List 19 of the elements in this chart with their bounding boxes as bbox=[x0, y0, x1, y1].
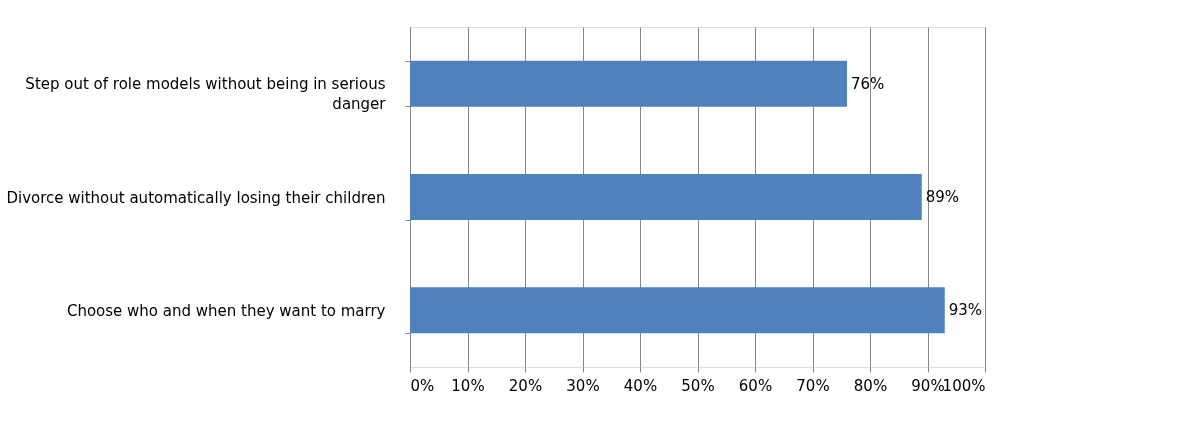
y-tick-label: Divorce without automatically losing their children bbox=[6, 188, 386, 207]
data-label: 89% bbox=[925, 188, 960, 206]
x-tick-label: 70% bbox=[796, 376, 830, 395]
x-tick-label: 0% bbox=[410, 376, 435, 395]
y-tick-label: Choose who and when they want to marry bbox=[66, 301, 386, 320]
x-tick-label: 50% bbox=[681, 376, 715, 395]
x-tick-label: 30% bbox=[566, 376, 600, 395]
x-tick-label: 90% bbox=[911, 376, 945, 395]
y-tick-label: Step out of role models without being in serious danger bbox=[25, 75, 387, 114]
x-tick-label: 40% bbox=[623, 376, 658, 395]
bar bbox=[410, 287, 945, 334]
x-tick-label: 80% bbox=[853, 376, 888, 395]
x-tick-label: 20% bbox=[508, 376, 543, 395]
bar bbox=[410, 60, 847, 107]
x-tick-label: 10% bbox=[451, 376, 485, 395]
data-label: 93% bbox=[948, 301, 983, 320]
bar bbox=[410, 174, 922, 220]
data-label: 76% bbox=[851, 74, 885, 93]
x-tick-label: 60% bbox=[738, 376, 773, 395]
